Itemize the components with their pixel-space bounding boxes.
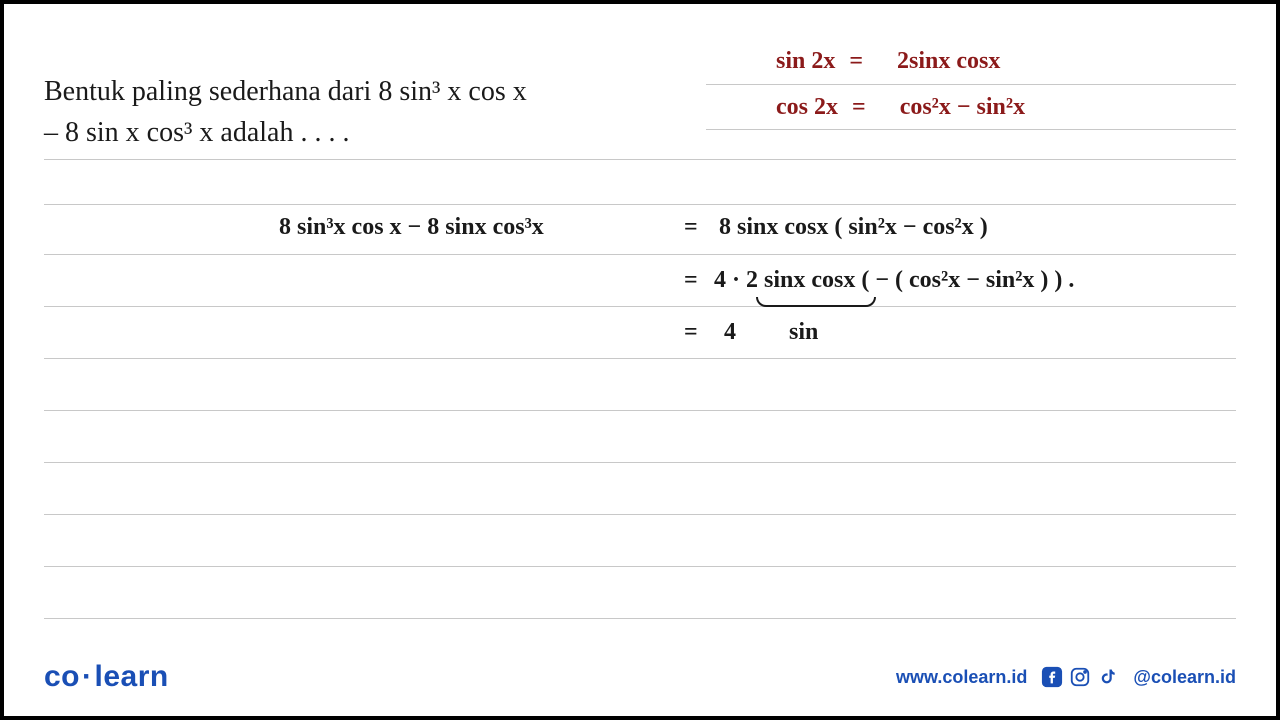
instagram-icon (1069, 666, 1091, 688)
logo-dot-icon: · (82, 660, 93, 693)
rule-line (44, 566, 1236, 567)
footer-handle: @colearn.id (1133, 667, 1236, 688)
question-line2: – 8 sin x cos³ x adalah . . . . (44, 117, 349, 148)
footer: co·learn www.colearn.id @colearn.id (44, 660, 1236, 694)
formula1-right: 2sinx cosx (897, 48, 1000, 75)
social-icons (1041, 666, 1119, 688)
logo-left: co (44, 660, 80, 693)
rule-line (44, 204, 1236, 205)
formula1-eq: = (849, 48, 863, 75)
tiktok-icon (1097, 666, 1119, 688)
work-line1-eq: = (684, 214, 698, 241)
formula-row-1: sin 2x = 2sinx cosx (706, 39, 1236, 84)
formula-box: sin 2x = 2sinx cosx cos 2x = cos²x − sin… (706, 39, 1236, 130)
work-line2-eq: = (684, 267, 698, 294)
rule-line (44, 358, 1236, 359)
formula2-eq: = (852, 94, 866, 121)
facebook-icon (1041, 666, 1063, 688)
rule-line (44, 306, 1236, 307)
work-line1-left: 8 sin³x cos x − 8 sinx cos³x (279, 214, 544, 241)
logo-right: learn (95, 660, 169, 693)
footer-url: www.colearn.id (896, 667, 1027, 688)
work-line3-a: 4 (724, 319, 736, 346)
formula1-left: sin 2x (776, 48, 835, 75)
footer-right: www.colearn.id @colearn.id (896, 666, 1236, 688)
rule-line (44, 514, 1236, 515)
work-line2-right: 4 · 2 sinx cosx ( − ( cos²x − sin²x ) ) … (714, 267, 1074, 294)
rule-line (44, 462, 1236, 463)
rule-line (44, 159, 1236, 160)
question-text: Bentuk paling sederhana dari 8 sin³ x co… (44, 72, 684, 153)
work-area: 8 sin³x cos x − 8 sinx cos³x = 8 sinx co… (44, 159, 1236, 636)
logo: co·learn (44, 660, 169, 694)
rule-line (44, 618, 1236, 619)
question-line1: Bentuk paling sederhana dari 8 sin³ x co… (44, 76, 527, 107)
formula2-left: cos 2x (776, 94, 838, 121)
underbrace-icon (756, 297, 876, 307)
rule-line (44, 254, 1236, 255)
work-line3-eq: = (684, 319, 698, 346)
work-line1-right: 8 sinx cosx ( sin²x − cos²x ) (719, 214, 988, 241)
formula2-right: cos²x − sin²x (900, 94, 1025, 121)
top-area: Bentuk paling sederhana dari 8 sin³ x co… (44, 34, 1236, 154)
rule-line (44, 410, 1236, 411)
formula-row-2: cos 2x = cos²x − sin²x (706, 84, 1236, 129)
work-line3-b: sin (789, 319, 818, 346)
page-content: Bentuk paling sederhana dari 8 sin³ x co… (4, 4, 1276, 716)
